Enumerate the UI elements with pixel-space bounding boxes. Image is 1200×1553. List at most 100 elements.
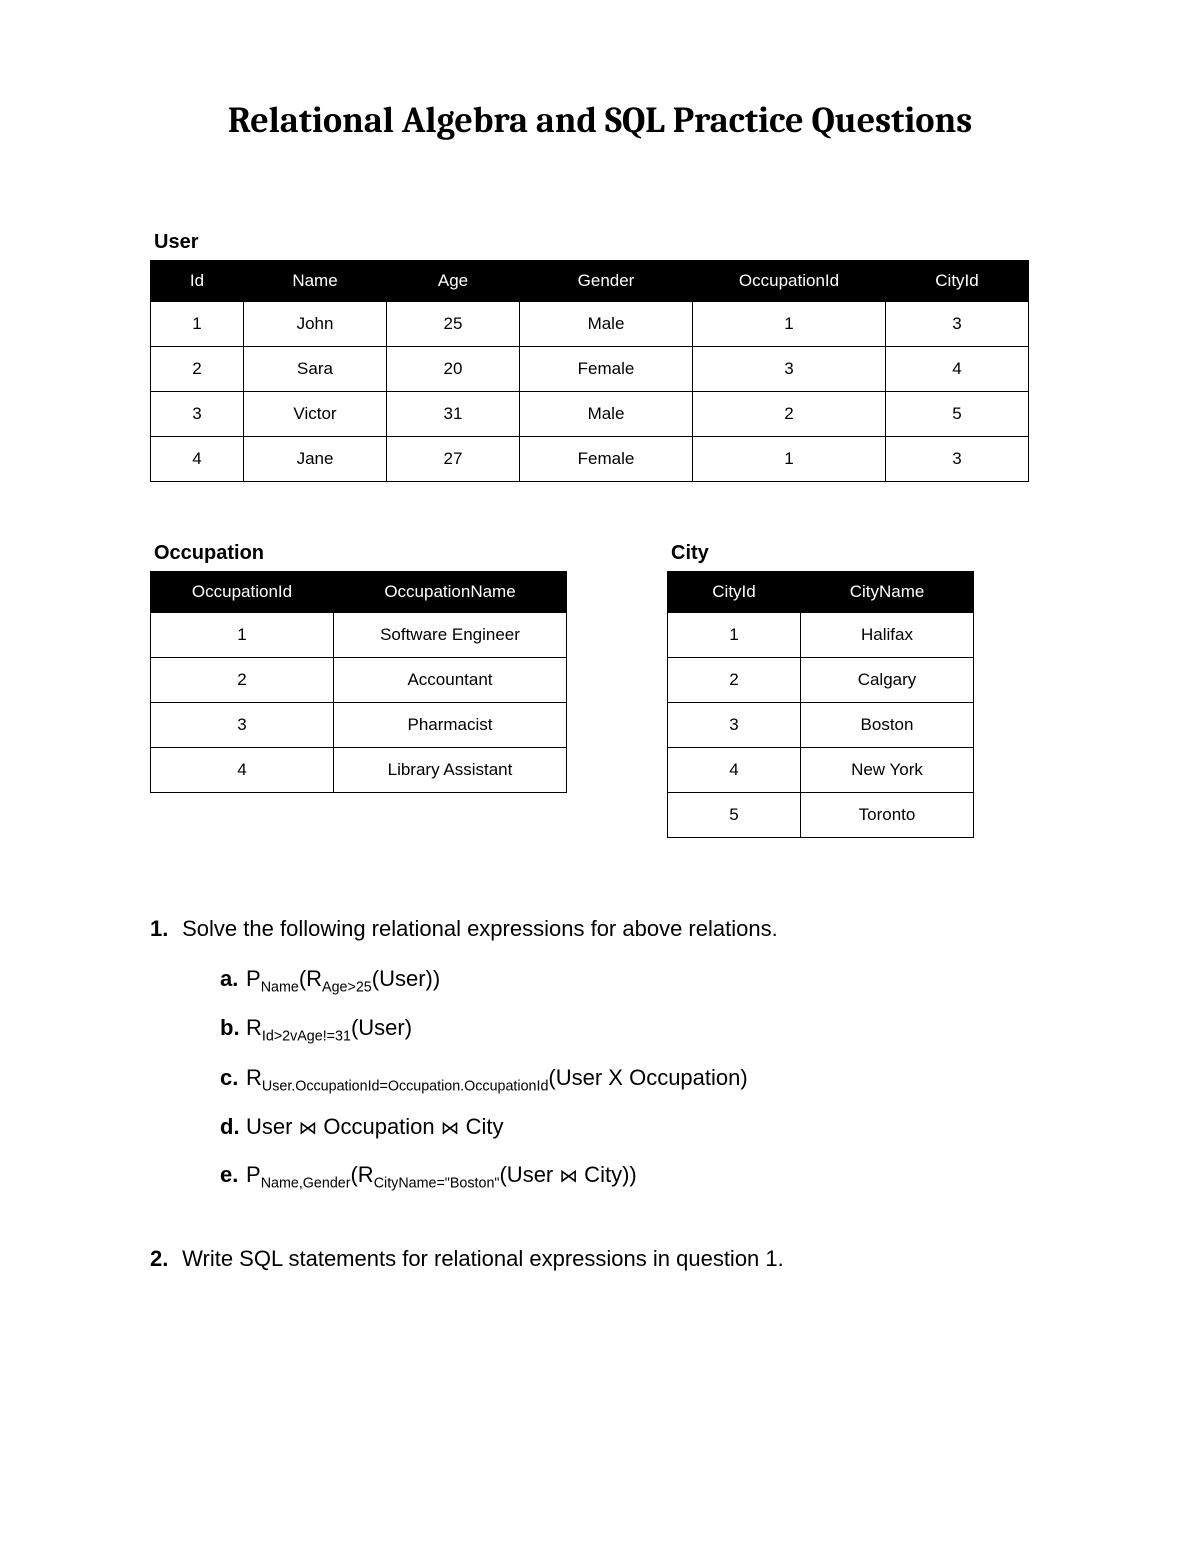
table-cell: 4 [668, 748, 801, 793]
q1-sub-list: a.PName(RAge>25(User))b.RId>2vAge!=31(Us… [220, 958, 1050, 1198]
occupation-table: OccupationIdOccupationName1Software Engi… [150, 571, 567, 793]
table-cell: 1 [151, 302, 244, 347]
table-row: 2Calgary [668, 658, 974, 703]
table-row: 1Halifax [668, 613, 974, 658]
table-cell: 5 [886, 392, 1029, 437]
table-cell: 1 [151, 613, 334, 658]
table-cell: Software Engineer [334, 613, 567, 658]
table-header: Name [244, 261, 387, 302]
table-cell: Jane [244, 437, 387, 482]
table-cell: Toronto [801, 793, 974, 838]
table-cell: 1 [668, 613, 801, 658]
table-cell: 27 [387, 437, 520, 482]
table-cell: 31 [387, 392, 520, 437]
table-cell: 3 [886, 302, 1029, 347]
table-cell: 2 [668, 658, 801, 703]
table-header: CityName [801, 572, 974, 613]
sub-question: d.User ⋈ Occupation ⋈ City [220, 1106, 1050, 1148]
q2-number: 2. [150, 1238, 176, 1280]
table-header: CityId [668, 572, 801, 613]
sub-letter: b. [220, 1007, 246, 1049]
expression: PName(RAge>25(User)) [246, 966, 440, 991]
table-row: 4Library Assistant [151, 748, 567, 793]
table-cell: Library Assistant [334, 748, 567, 793]
occupation-table-label: Occupation [154, 542, 567, 565]
user-table-block: User IdNameAgeGenderOccupationIdCityId1J… [150, 231, 1050, 482]
table-cell: Pharmacist [334, 703, 567, 748]
table-row: 4New York [668, 748, 974, 793]
table-cell: Male [520, 302, 693, 347]
table-header: OccupationName [334, 572, 567, 613]
table-row: 3Boston [668, 703, 974, 748]
table-row: 1Software Engineer [151, 613, 567, 658]
table-cell: 2 [693, 392, 886, 437]
table-cell: 3 [151, 703, 334, 748]
city-table-block: City CityIdCityName1Halifax2Calgary3Bost… [667, 542, 974, 838]
table-row: 2Sara20Female34 [151, 347, 1029, 392]
table-cell: 25 [387, 302, 520, 347]
sub-question: e.PName,Gender(RCityName="Boston"(User ⋈… [220, 1154, 1050, 1198]
table-cell: 4 [151, 437, 244, 482]
table-cell: 2 [151, 658, 334, 703]
table-header: OccupationId [151, 572, 334, 613]
table-cell: Boston [801, 703, 974, 748]
table-cell: Female [520, 347, 693, 392]
sub-letter: c. [220, 1057, 246, 1099]
page-title: Relational Algebra and SQL Practice Ques… [150, 100, 1050, 141]
questions: 1. Solve the following relational expres… [150, 908, 1050, 1280]
q2-text: Write SQL statements for relational expr… [182, 1246, 784, 1271]
table-row: 1John25Male13 [151, 302, 1029, 347]
user-table-label: User [154, 231, 1050, 254]
table-cell: 3 [886, 437, 1029, 482]
table-header: OccupationId [693, 261, 886, 302]
expression: PName,Gender(RCityName="Boston"(User ⋈ C… [246, 1162, 637, 1187]
table-cell: 1 [693, 437, 886, 482]
question-2: 2. Write SQL statements for relational e… [150, 1238, 1050, 1280]
city-table: CityIdCityName1Halifax2Calgary3Boston4Ne… [667, 571, 974, 838]
table-row: 4Jane27Female13 [151, 437, 1029, 482]
question-1: 1. Solve the following relational expres… [150, 908, 1050, 1198]
table-cell: 2 [151, 347, 244, 392]
table-header: CityId [886, 261, 1029, 302]
table-cell: 3 [668, 703, 801, 748]
table-cell: New York [801, 748, 974, 793]
table-row: 5Toronto [668, 793, 974, 838]
table-header: Gender [520, 261, 693, 302]
two-column-tables: Occupation OccupationIdOccupationName1So… [150, 542, 1050, 838]
sub-question: b.RId>2vAge!=31(User) [220, 1007, 1050, 1051]
table-cell: 3 [693, 347, 886, 392]
table-cell: John [244, 302, 387, 347]
expression: User ⋈ Occupation ⋈ City [246, 1114, 503, 1139]
table-row: 3Victor31Male25 [151, 392, 1029, 437]
table-cell: Victor [244, 392, 387, 437]
city-table-label: City [671, 542, 974, 565]
table-header: Age [387, 261, 520, 302]
table-cell: Calgary [801, 658, 974, 703]
expression: RUser.OccupationId=Occupation.Occupation… [246, 1065, 748, 1090]
table-cell: Female [520, 437, 693, 482]
table-cell: Sara [244, 347, 387, 392]
table-header: Id [151, 261, 244, 302]
q1-number: 1. [150, 908, 176, 950]
sub-letter: d. [220, 1106, 246, 1148]
table-cell: Halifax [801, 613, 974, 658]
sub-letter: e. [220, 1154, 246, 1196]
table-cell: 4 [151, 748, 334, 793]
page: Relational Algebra and SQL Practice Ques… [0, 0, 1200, 1553]
table-cell: 3 [151, 392, 244, 437]
table-cell: 1 [693, 302, 886, 347]
sub-question: a.PName(RAge>25(User)) [220, 958, 1050, 1002]
table-row: 2Accountant [151, 658, 567, 703]
table-row: 3Pharmacist [151, 703, 567, 748]
table-cell: 20 [387, 347, 520, 392]
expression: RId>2vAge!=31(User) [246, 1015, 412, 1040]
q1-text: Solve the following relational expressio… [182, 916, 778, 941]
table-cell: 5 [668, 793, 801, 838]
table-cell: 4 [886, 347, 1029, 392]
occupation-table-block: Occupation OccupationIdOccupationName1So… [150, 542, 567, 838]
table-cell: Accountant [334, 658, 567, 703]
user-table: IdNameAgeGenderOccupationIdCityId1John25… [150, 260, 1029, 482]
sub-letter: a. [220, 958, 246, 1000]
table-cell: Male [520, 392, 693, 437]
sub-question: c.RUser.OccupationId=Occupation.Occupati… [220, 1057, 1050, 1101]
